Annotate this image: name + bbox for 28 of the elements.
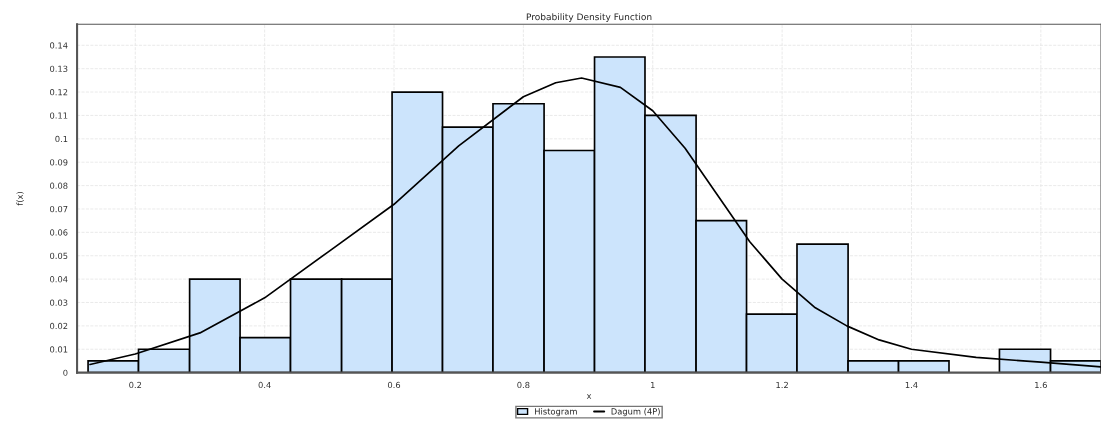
y-tick-label: 0.09 [50, 159, 68, 166]
y-tick-label: 0.01 [50, 346, 68, 353]
y-tick-label: 0.07 [50, 205, 68, 213]
y-tick-label: 0.14 [50, 42, 68, 49]
y-tick-label: 0.12 [50, 89, 68, 96]
x-tick-label: 0.6 [387, 381, 401, 389]
x-tick-label: 0.8 [517, 381, 530, 389]
y-tick-label: 0.05 [50, 252, 68, 260]
y-tick-label: 0.02 [50, 322, 68, 330]
x-tick-label: 0.2 [129, 381, 142, 389]
y-tick-label: 0 [63, 369, 68, 376]
x-tick-label: 1.4 [905, 381, 918, 388]
x-tick-label: 0.4 [258, 381, 271, 389]
y-tick-label: 0.08 [50, 182, 68, 189]
x-axis-title: x [586, 394, 592, 399]
chart-title: Probability Density Function [526, 13, 652, 22]
y-tick-label: 0.03 [50, 299, 68, 306]
y-tick-label: 0.04 [50, 276, 68, 283]
y-tick-label: 0.13 [50, 65, 68, 72]
x-tick-label: 1.2 [776, 381, 788, 388]
y-axis-title: f(x) [16, 191, 24, 206]
y-tick-label: 0.1 [55, 135, 68, 143]
y-tick-label: 0.06 [50, 229, 68, 236]
x-tick-label: 1.6 [1035, 381, 1047, 389]
legend-label: Dagum (4P) [611, 408, 660, 417]
x-tick-label: 1 [651, 381, 655, 388]
legend-label: Histogram [535, 408, 577, 417]
y-tick-label: 0.11 [50, 112, 68, 119]
